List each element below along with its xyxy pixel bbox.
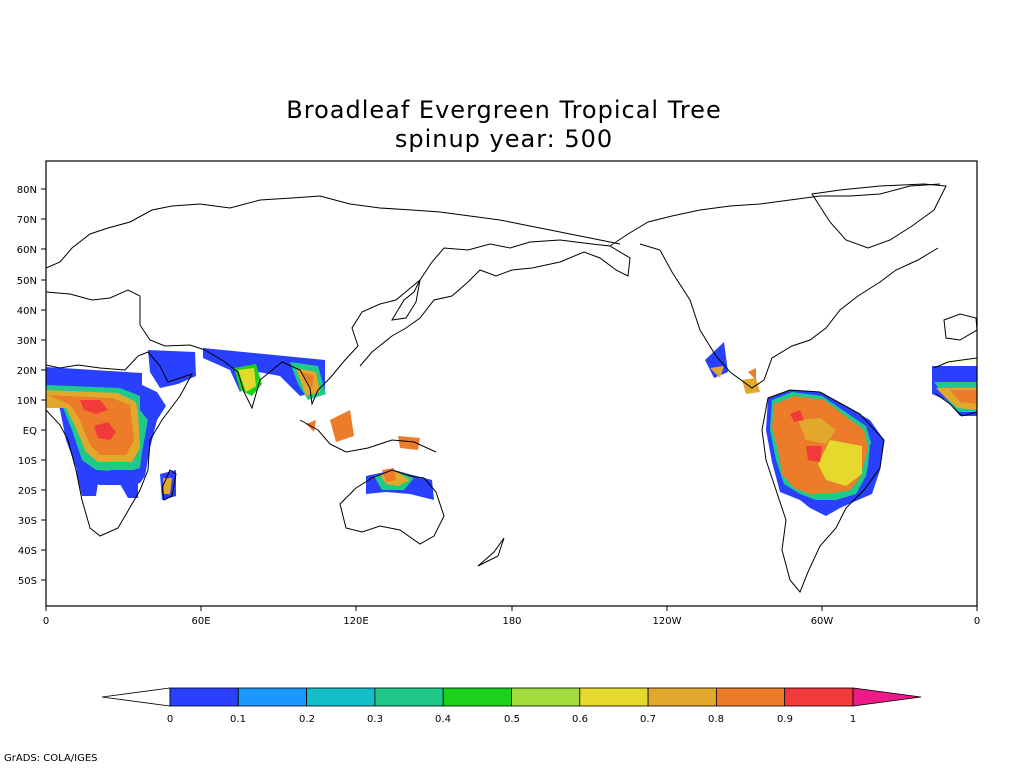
- lat-axis: 80N 70N 60N 50N 40N 30N 20N 10N EQ 10S 2…: [17, 185, 46, 587]
- lat-label-20s: 20S: [18, 486, 37, 497]
- colorbar-box: [442, 687, 512, 707]
- colorbar-label: 0.2: [299, 714, 315, 725]
- lon-axis: 0 60E 120E 180 120W 60W 0: [43, 606, 980, 627]
- colorbar-box: [784, 687, 854, 707]
- title-line-2: spinup year: 500: [394, 125, 614, 153]
- colorbar-box: [237, 687, 308, 707]
- coast-west-africa-right: [933, 357, 977, 369]
- colorbar-label: 0.1: [230, 714, 246, 725]
- colorbar-under-triangle: [101, 687, 171, 707]
- coast-japan: [391, 279, 421, 321]
- colorbar-boxes: [169, 687, 854, 707]
- lat-label-20n: 20N: [17, 366, 37, 377]
- lat-label-40s: 40S: [18, 546, 37, 557]
- colorbar: 0 0.1 0.2 0.3 0.4 0.5 0.6 0.7 0.8 0.9 1: [101, 687, 922, 725]
- coast-africa: [46, 351, 194, 537]
- lat-label-80n: 80N: [17, 185, 37, 196]
- lat-label-40n: 40N: [17, 306, 37, 317]
- lat-label-10n: 10N: [17, 396, 37, 407]
- coast-new-zealand: [477, 537, 505, 567]
- colorbar-box: [716, 687, 786, 707]
- title-line-1: Broadleaf Evergreen Tropical Tree: [286, 96, 722, 124]
- plot-frame: [45, 160, 978, 607]
- coast-southeast-asia: [299, 419, 437, 453]
- coast-australia: [339, 469, 445, 545]
- lon-label-60e: 60E: [191, 616, 210, 627]
- colorbar-box: [374, 687, 444, 707]
- coast-europe-north: [46, 195, 621, 269]
- coast-iberia: [943, 313, 977, 341]
- lat-label-30s: 30S: [18, 516, 37, 527]
- colorbar-box: [306, 687, 376, 707]
- coast-alaska-arctic: [609, 183, 941, 247]
- lat-label-70n: 70N: [17, 215, 37, 226]
- colorbar-label: 0.7: [640, 714, 656, 725]
- colorbar-label: 0.3: [367, 714, 383, 725]
- lat-label-30n: 30N: [17, 336, 37, 347]
- lat-label-50s: 50S: [18, 576, 37, 587]
- lon-label-120e: 120E: [343, 616, 368, 627]
- coast-greenland: [811, 183, 947, 249]
- colorbar-label: 0.8: [708, 714, 724, 725]
- colorbar-label: 0.9: [777, 714, 793, 725]
- tree-fraction-field: [46, 342, 977, 516]
- coast-south-america: [761, 389, 885, 593]
- lat-label-10s: 10S: [18, 456, 37, 467]
- coast-eurasia: [46, 239, 631, 410]
- coastlines: [46, 183, 977, 593]
- africa-region: [46, 350, 196, 500]
- colorbar-label: 0.4: [435, 714, 451, 725]
- colorbar-label: 0: [167, 714, 173, 725]
- colorbar-over-triangle: [852, 687, 922, 707]
- lon-label-120w: 120W: [653, 616, 682, 627]
- lon-label-60w: 60W: [811, 616, 834, 627]
- colorbar-box: [169, 687, 239, 707]
- lon-label-180: 180: [502, 616, 521, 627]
- lat-label-eq: EQ: [23, 426, 37, 437]
- colorbar-label: 1: [850, 714, 856, 725]
- coast-west-africa-south-right: [935, 393, 977, 417]
- west-africa-right-region: [932, 366, 977, 416]
- colorbar-labels: 0 0.1 0.2 0.3 0.4 0.5 0.6 0.7 0.8 0.9 1: [167, 714, 856, 725]
- colorbar-box: [647, 687, 717, 707]
- lat-label-50n: 50N: [17, 276, 37, 287]
- south-asia-region: [203, 348, 420, 450]
- lon-label-0-right: 0: [974, 616, 980, 627]
- lat-label-60n: 60N: [17, 245, 37, 256]
- colorbar-box: [511, 687, 581, 707]
- south-america-region: [766, 390, 884, 516]
- credit-text: GrADS: COLA/IGES: [4, 753, 98, 764]
- coast-madagascar: [161, 469, 177, 501]
- colorbar-label: 0.6: [572, 714, 588, 725]
- central-america-region: [705, 342, 760, 394]
- coast-north-america: [639, 243, 939, 389]
- map-title: Broadleaf Evergreen Tropical Tree spinup…: [0, 96, 1008, 154]
- colorbar-label: 0.5: [504, 714, 520, 725]
- colorbar-box: [579, 687, 649, 707]
- lon-label-0-left: 0: [43, 616, 49, 627]
